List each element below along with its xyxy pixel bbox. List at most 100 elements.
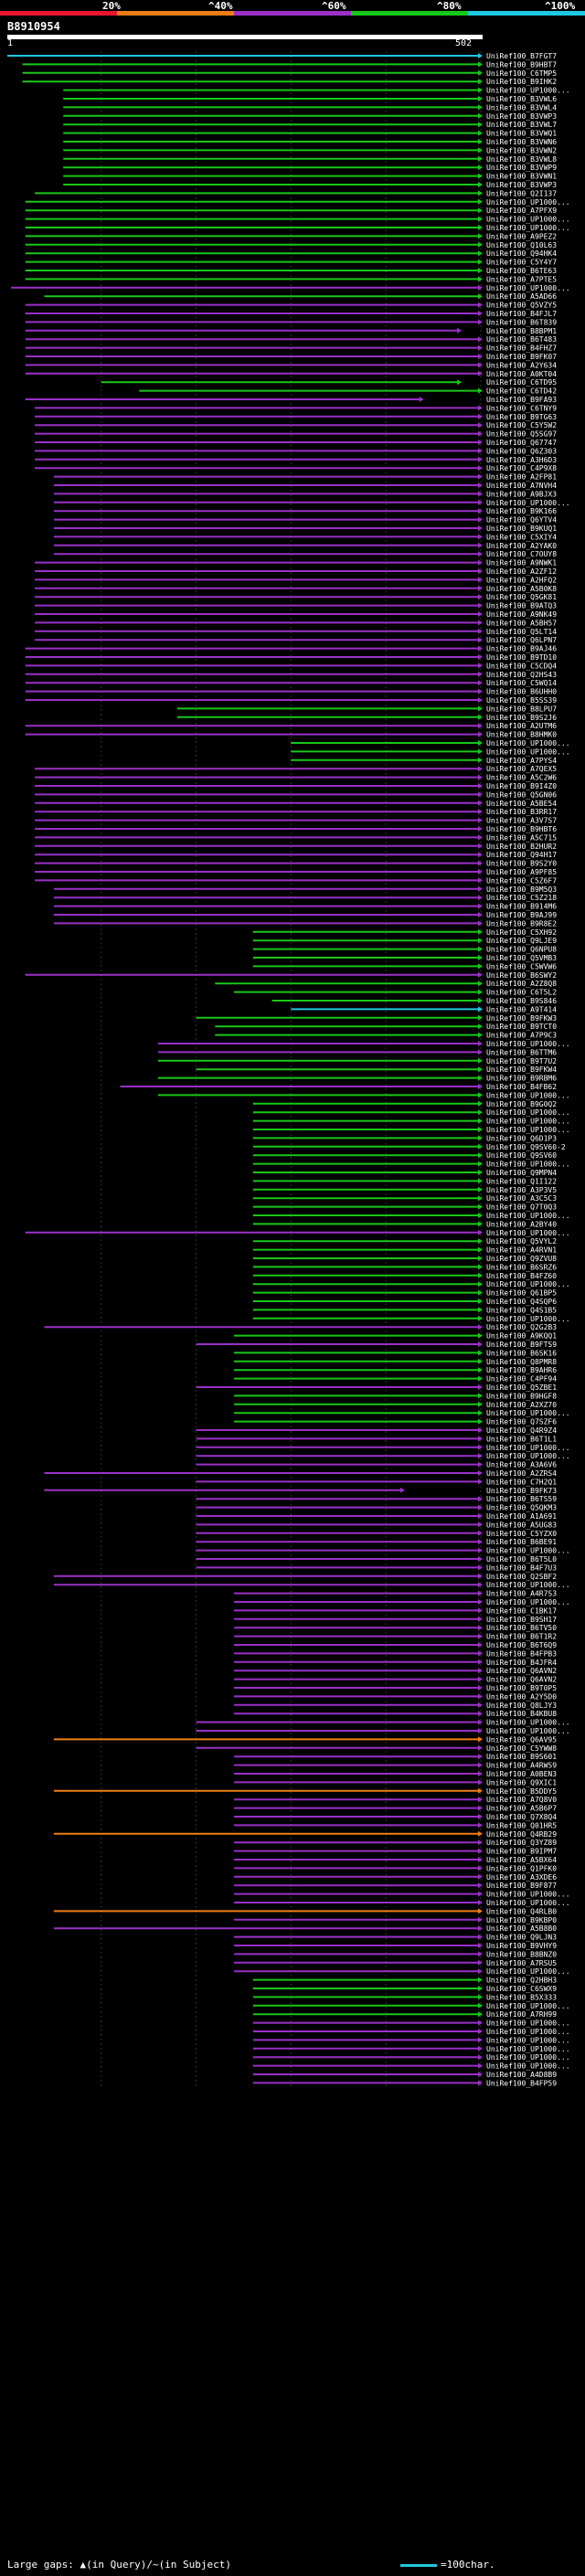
- hit-arrow: [478, 499, 483, 505]
- hit-label: UniRef100_B6TTM6: [486, 1048, 557, 1056]
- hit-arrow: [478, 122, 483, 128]
- hit-label: UniRef100_A2FP81: [486, 473, 557, 482]
- hit-label: UniRef100_B3VWN2: [486, 146, 557, 154]
- hit-arrow: [478, 1410, 483, 1416]
- hit-label: UniRef100_A2ZRS4: [486, 1469, 557, 1478]
- hit-label: UniRef100_B4F7U3: [486, 1564, 557, 1572]
- hit-label: UniRef100_Q9LJE9: [486, 937, 557, 945]
- hit-arrow: [478, 611, 483, 617]
- hit-label: UniRef100_Q8LJY3: [486, 1701, 557, 1710]
- hit-arrow: [478, 1547, 483, 1553]
- hit-arrow: [478, 1358, 483, 1364]
- hit-label: UniRef100_B9S846: [486, 997, 557, 1005]
- hit-arrow: [478, 1367, 483, 1373]
- hit-arrow: [478, 345, 483, 351]
- hit-arrow: [478, 1092, 483, 1098]
- hit-label: UniRef100_C5Y5W2: [486, 421, 557, 429]
- hit-arrow: [478, 1341, 483, 1347]
- hit-arrow: [478, 1221, 483, 1227]
- hit-label: UniRef100_Q6LPN7: [486, 636, 557, 644]
- hit-label: UniRef100_UP1000...: [486, 1967, 570, 1976]
- hit-arrow: [478, 216, 483, 222]
- hit-label: UniRef100_A2ZF12: [486, 567, 557, 576]
- hit-arrow: [478, 577, 483, 583]
- hit-arrow: [478, 1195, 483, 1202]
- hit-label: UniRef100_UP1000...: [486, 87, 570, 95]
- hit-arrow: [478, 1857, 483, 1862]
- hit-label: UniRef100_B9FTS9: [486, 1341, 557, 1349]
- hit-label: UniRef100_A7PFX9: [486, 207, 557, 215]
- hit-arrow: [478, 1479, 483, 1485]
- hit-label: UniRef100_A3XDE6: [486, 1873, 557, 1882]
- hit-arrow: [478, 225, 483, 230]
- hit-label: UniRef100_UP1000...: [486, 216, 570, 224]
- hit-arrow: [478, 164, 483, 171]
- hit-label: UniRef100_A1A691: [486, 1512, 557, 1521]
- hit-label: UniRef100_C6T5L2: [486, 989, 557, 997]
- hit-arrow: [478, 1203, 483, 1210]
- hit-arrow: [478, 1582, 483, 1588]
- hit-arrow: [478, 96, 483, 101]
- hit-label: UniRef100_A2XZ70: [486, 1401, 557, 1409]
- hit-label: UniRef100_B6SWY2: [486, 971, 557, 980]
- hit-label: UniRef100_UP1000...: [486, 1229, 570, 1237]
- hit-label: UniRef100_A2YAK0: [486, 542, 557, 550]
- hit-arrow: [478, 69, 483, 76]
- hit-arrow: [478, 697, 483, 703]
- hit-arrow: [478, 1246, 483, 1253]
- hit-label: UniRef100_B3VWQ1: [486, 130, 557, 138]
- hit-arrow: [478, 1959, 483, 1966]
- footer-scale-text: =100char.: [441, 2559, 495, 2571]
- legend-label-60: ^60%: [322, 0, 346, 12]
- hit-arrow: [478, 1814, 483, 1819]
- hit-arrow: [478, 130, 483, 136]
- hit-label: UniRef100_B7FGT7: [486, 52, 557, 60]
- hit-arrow: [478, 190, 483, 196]
- hit-arrow: [478, 2011, 483, 2018]
- hit-label: UniRef100_B9RBM6: [486, 1075, 557, 1083]
- hit-arrow: [478, 1135, 483, 1141]
- hit-arrow: [478, 1256, 483, 1261]
- hit-label: UniRef100_B9TCT0: [486, 1023, 557, 1031]
- hit-label: UniRef100_A9T414: [486, 1005, 557, 1013]
- hit-arrow: [478, 387, 483, 394]
- hit-arrow: [478, 456, 483, 462]
- hit-arrow: [399, 1487, 405, 1493]
- hit-arrow: [478, 740, 483, 746]
- hit-label: UniRef100_Q2G2B3: [486, 1323, 557, 1331]
- hit-label: UniRef100_B4JFR4: [486, 1659, 557, 1667]
- hit-label: UniRef100_C6TD95: [486, 378, 557, 387]
- hit-label: UniRef100_Q6YTV4: [486, 516, 557, 525]
- hit-label: UniRef100_B6T5L0: [486, 1555, 557, 1564]
- hit-label: UniRef100_B6UHH0: [486, 688, 557, 696]
- hit-label: UniRef100_Q4R9Z4: [486, 1426, 557, 1435]
- hit-arrow: [478, 1307, 483, 1313]
- hit-label: UniRef100_Q2HS43: [486, 671, 557, 679]
- hit-label: UniRef100_A0KT04: [486, 370, 557, 378]
- hit-label: UniRef100_UP1000...: [486, 2002, 570, 2010]
- hit-label: UniRef100_Q9ZVU8: [486, 1255, 557, 1263]
- hit-arrow: [478, 671, 483, 677]
- hit-label: UniRef100_Q01HR5: [486, 1821, 557, 1829]
- hit-label: UniRef100_Q4RLB0: [486, 1907, 557, 1915]
- hit-arrow: [478, 869, 483, 875]
- hit-label: UniRef100_Q7X8Q4: [486, 1813, 557, 1821]
- hit-label: UniRef100_Q6NPU8: [486, 946, 557, 954]
- hit-arrow: [478, 1839, 483, 1846]
- hit-label: UniRef100_B9AJ46: [486, 645, 557, 653]
- hit-arrow: [478, 1762, 483, 1768]
- hit-label: UniRef100_B914M6: [486, 903, 557, 911]
- hit-label: UniRef100_UP1000...: [486, 747, 570, 756]
- hit-label: UniRef100_A5UG83: [486, 1521, 557, 1529]
- hit-label: UniRef100_C4P9X8: [486, 464, 557, 472]
- hit-label: UniRef100_B3VWL8: [486, 155, 557, 164]
- hit-label: UniRef100_B3VWP9: [486, 164, 557, 172]
- hit-arrow: [478, 362, 483, 368]
- hit-arrow: [478, 87, 483, 93]
- hit-label: UniRef100_B9R8E2: [486, 919, 557, 928]
- hit-arrow: [478, 783, 483, 789]
- hit-label: UniRef100_B6TE63: [486, 267, 557, 275]
- hit-label: UniRef100_A3P3V5: [486, 1186, 557, 1194]
- hit-arrow: [478, 1633, 483, 1639]
- hit-arrow: [478, 852, 483, 858]
